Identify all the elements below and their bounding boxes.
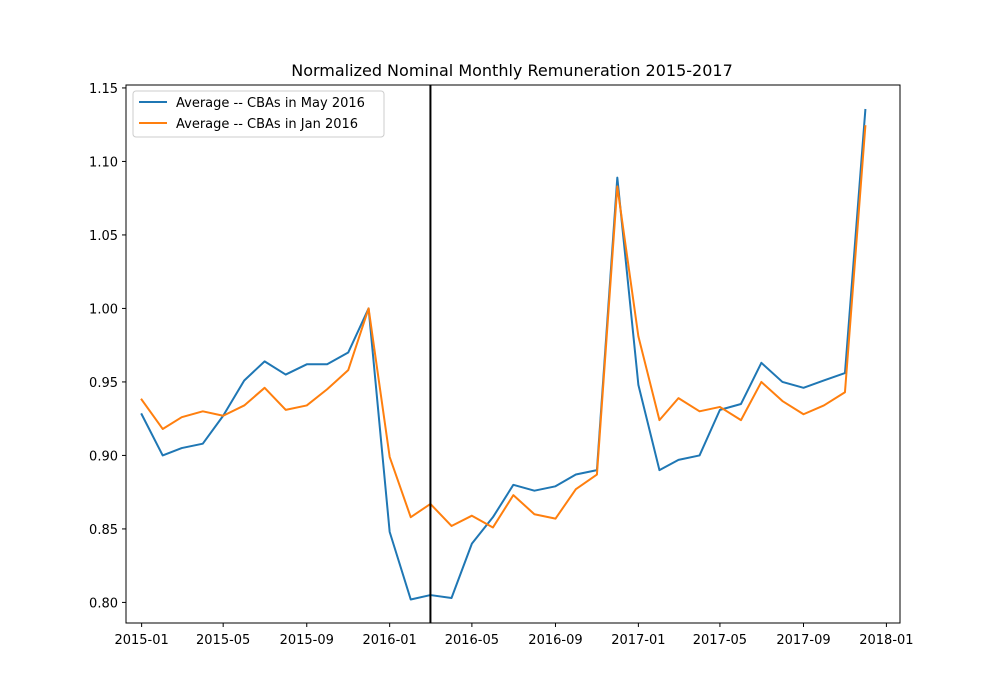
series-line-cbas-may-2016: [140, 108, 867, 601]
y-tick-label: 0.95: [89, 376, 118, 391]
y-tick-label: 1.10: [89, 155, 118, 170]
y-tick-label: 0.80: [89, 596, 118, 611]
y-tick-label: 1.05: [89, 229, 118, 244]
x-tick-label: 2016-01: [362, 633, 416, 648]
y-tick-label: 0.85: [89, 523, 118, 538]
y-tick-label: 1.15: [89, 82, 118, 97]
x-tick-label: 2015-01: [114, 633, 168, 648]
plot-frame: [125, 84, 901, 624]
legend-box: [132, 90, 385, 138]
y-tick-label: 0.90: [89, 449, 118, 464]
x-tick-label: 2017-01: [611, 633, 665, 648]
legend-label-cbas-jan-2016: Average -- CBAs in Jan 2016: [176, 117, 358, 132]
x-tick-label: 2016-05: [445, 633, 499, 648]
chart-title: Normalized Nominal Monthly Remuneration …: [291, 61, 733, 80]
x-tick-label: 2015-09: [280, 633, 334, 648]
series-line-cbas-jan-2016: [140, 125, 867, 529]
x-tick-label: 2016-09: [528, 633, 582, 648]
x-tick-label: 2017-09: [776, 633, 830, 648]
x-tick-label: 2017-05: [693, 633, 747, 648]
y-tick-label: 1.00: [89, 302, 118, 317]
x-tick-label: 2018-01: [859, 633, 913, 648]
legend-label-cbas-may-2016: Average -- CBAs in May 2016: [176, 96, 365, 111]
x-tick-label: 2015-05: [196, 633, 250, 648]
legend: Average -- CBAs in May 2016 Average -- C…: [132, 90, 385, 138]
